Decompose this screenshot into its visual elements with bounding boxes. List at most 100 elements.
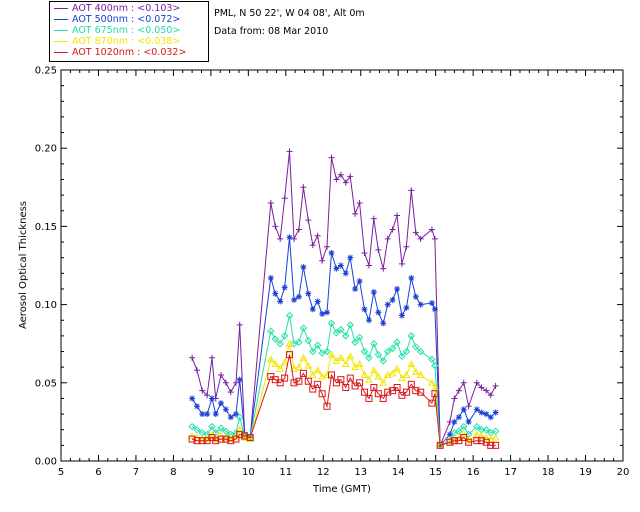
- data-point: [272, 290, 279, 297]
- data-point: [389, 226, 396, 233]
- data-point: [482, 426, 490, 434]
- data-point: [436, 441, 444, 449]
- legend-line-icon: [54, 8, 68, 9]
- data-point: [271, 335, 280, 343]
- data-point: [347, 173, 354, 180]
- location-text: PML, N 50 22', W 04 08', Alt 0m: [214, 8, 365, 19]
- data-point: [370, 366, 378, 374]
- x-tick-label: 7: [133, 467, 139, 478]
- site-info: PML, N 50 22', W 04 08', Alt 0m Data fro…: [214, 5, 365, 41]
- data-point: [267, 327, 275, 335]
- data-point: [236, 321, 243, 328]
- legend-line-icon: [54, 52, 68, 53]
- data-point: [222, 379, 229, 386]
- data-point: [328, 249, 335, 256]
- data-point: [428, 355, 436, 364]
- data-point: [403, 243, 410, 250]
- data-point: [407, 359, 416, 368]
- data-point: [352, 285, 359, 292]
- data-point: [460, 434, 468, 442]
- data-point: [411, 367, 420, 375]
- data-point: [299, 324, 308, 332]
- data-point: [246, 434, 254, 442]
- data-point: [309, 242, 316, 249]
- data-point: [323, 347, 331, 356]
- x-tick-label: 13: [354, 467, 367, 478]
- data-point: [477, 431, 486, 439]
- data-point: [428, 399, 436, 407]
- data-point: [227, 437, 235, 445]
- data-point: [286, 148, 293, 155]
- data-point: [337, 376, 345, 384]
- data-point: [309, 347, 317, 356]
- data-point: [327, 319, 336, 328]
- data-point: [492, 409, 499, 416]
- data-point: [295, 293, 302, 300]
- data-point: [407, 332, 416, 340]
- data-point: [327, 350, 336, 358]
- data-point: [324, 243, 331, 250]
- x-tick-label: 15: [429, 467, 442, 478]
- y-tick-label: 0.10: [35, 300, 57, 311]
- data-point: [198, 437, 206, 445]
- data-point: [370, 289, 377, 296]
- data-point: [341, 359, 350, 368]
- x-tick-label: 10: [242, 467, 255, 478]
- data-point: [332, 329, 341, 337]
- data-point: [304, 336, 312, 345]
- data-point: [212, 437, 220, 445]
- data-point: [194, 367, 201, 374]
- data-point: [286, 234, 293, 241]
- data-point: [431, 306, 438, 313]
- data-point: [352, 210, 359, 217]
- data-point: [328, 154, 335, 161]
- data-point: [379, 357, 387, 365]
- data-point: [460, 406, 467, 413]
- data-point: [351, 338, 359, 346]
- data-point: [193, 426, 201, 434]
- data-point: [272, 223, 279, 230]
- data-point: [428, 378, 436, 386]
- data-point: [347, 254, 354, 261]
- data-point: [342, 270, 349, 277]
- data-point: [394, 285, 401, 292]
- data-point: [346, 352, 355, 360]
- data-point: [217, 424, 225, 432]
- data-point: [291, 235, 298, 242]
- data-point: [346, 374, 354, 382]
- legend-label: AOT 675nm : <0.050>: [72, 25, 181, 36]
- y-tick-label: 0.20: [35, 144, 57, 155]
- data-point: [365, 375, 373, 383]
- data-point: [407, 380, 415, 388]
- data-point: [374, 372, 383, 380]
- data-point: [355, 359, 364, 368]
- data-point: [473, 430, 481, 438]
- data-point: [280, 332, 289, 340]
- data-point: [487, 414, 494, 421]
- data-point: [295, 226, 302, 233]
- data-point: [446, 438, 454, 446]
- data-point: [277, 298, 284, 305]
- data-point: [365, 354, 373, 362]
- x-tick-label: 18: [542, 467, 555, 478]
- x-tick-label: 5: [58, 467, 64, 478]
- x-tick-label: 8: [170, 467, 176, 478]
- x-tick-label: 6: [95, 467, 101, 478]
- data-point: [309, 306, 316, 313]
- data-point: [295, 363, 303, 371]
- data-point: [431, 383, 439, 391]
- data-point: [393, 364, 401, 372]
- data-point: [384, 301, 391, 308]
- data-point: [365, 262, 372, 269]
- data-point: [324, 309, 331, 316]
- data-point: [300, 184, 307, 191]
- axes: 5 6 7 8 9 10 11 12 13 14 15 16 17 18 19 20 0.00 0.05 0.10 0…: [35, 66, 630, 479]
- data-point: [189, 395, 196, 402]
- data-point: [388, 369, 397, 377]
- data-point: [398, 312, 405, 319]
- data-point: [402, 370, 411, 378]
- legend-label: AOT 400nm : <0.103>: [72, 3, 181, 14]
- data-point: [412, 343, 420, 351]
- data-point: [473, 422, 481, 431]
